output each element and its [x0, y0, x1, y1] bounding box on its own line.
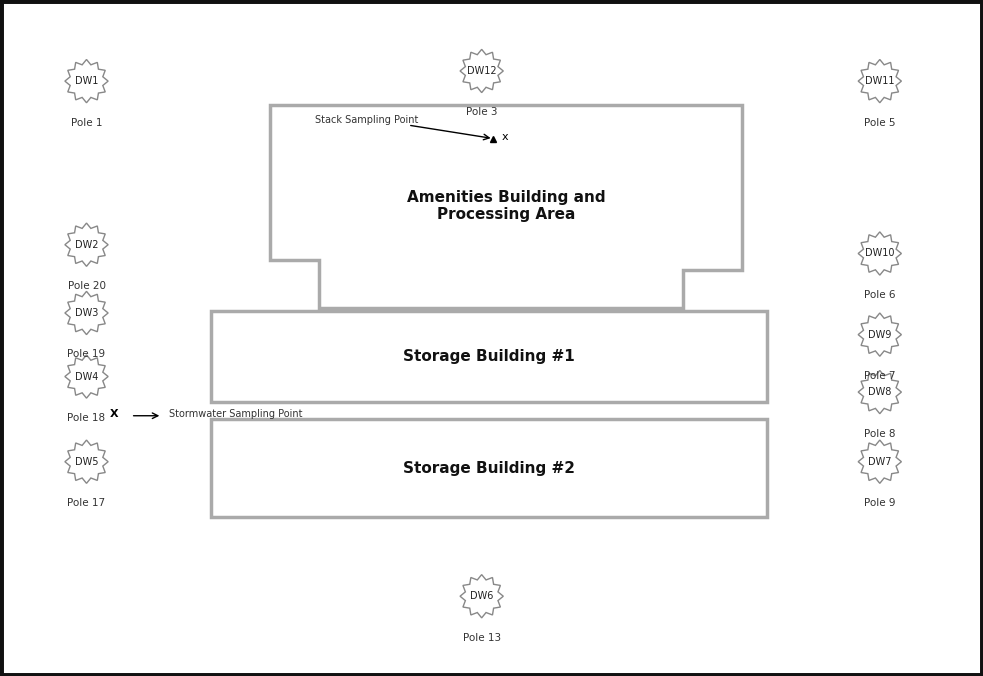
Text: DW6: DW6 [470, 592, 493, 601]
Text: Amenities Building and
Processing Area: Amenities Building and Processing Area [407, 190, 606, 222]
Text: Storage Building #1: Storage Building #1 [403, 349, 574, 364]
Text: Pole 18: Pole 18 [68, 413, 105, 423]
Text: Pole 17: Pole 17 [68, 498, 105, 508]
Text: DW1: DW1 [75, 76, 98, 86]
Text: Pole 7: Pole 7 [864, 371, 896, 381]
Text: DW11: DW11 [865, 76, 895, 86]
Text: DW12: DW12 [467, 66, 496, 76]
Text: DW4: DW4 [75, 372, 98, 381]
Text: Pole 9: Pole 9 [864, 498, 896, 508]
Text: DW10: DW10 [865, 249, 895, 258]
Polygon shape [460, 49, 503, 93]
Text: DW5: DW5 [75, 457, 98, 466]
Text: Pole 1: Pole 1 [71, 118, 102, 128]
Text: DW2: DW2 [75, 240, 98, 249]
Polygon shape [858, 313, 901, 356]
Polygon shape [270, 105, 742, 308]
Text: DW9: DW9 [868, 330, 892, 339]
Text: DW3: DW3 [75, 308, 98, 318]
Polygon shape [65, 291, 108, 335]
Text: DW8: DW8 [868, 387, 892, 397]
Text: Pole 6: Pole 6 [864, 290, 896, 300]
Polygon shape [858, 440, 901, 483]
Text: Stack Sampling Point: Stack Sampling Point [315, 116, 418, 125]
Polygon shape [65, 59, 108, 103]
Text: Stormwater Sampling Point: Stormwater Sampling Point [169, 409, 303, 418]
Text: Pole 19: Pole 19 [68, 349, 105, 360]
Text: x: x [501, 132, 508, 142]
Text: DW7: DW7 [868, 457, 892, 466]
Text: Storage Building #2: Storage Building #2 [403, 461, 574, 476]
Polygon shape [460, 575, 503, 618]
Polygon shape [858, 59, 901, 103]
Text: Pole 8: Pole 8 [864, 429, 896, 439]
Text: Pole 3: Pole 3 [466, 107, 497, 118]
Text: Pole 20: Pole 20 [68, 281, 105, 291]
Text: Pole 13: Pole 13 [463, 633, 500, 643]
Polygon shape [65, 440, 108, 483]
Bar [211, 419, 767, 517]
Polygon shape [65, 223, 108, 266]
Text: Pole 5: Pole 5 [864, 118, 896, 128]
Polygon shape [65, 355, 108, 398]
Text: X: X [109, 410, 118, 419]
Bar [211, 311, 767, 402]
Polygon shape [858, 232, 901, 275]
Polygon shape [858, 370, 901, 414]
